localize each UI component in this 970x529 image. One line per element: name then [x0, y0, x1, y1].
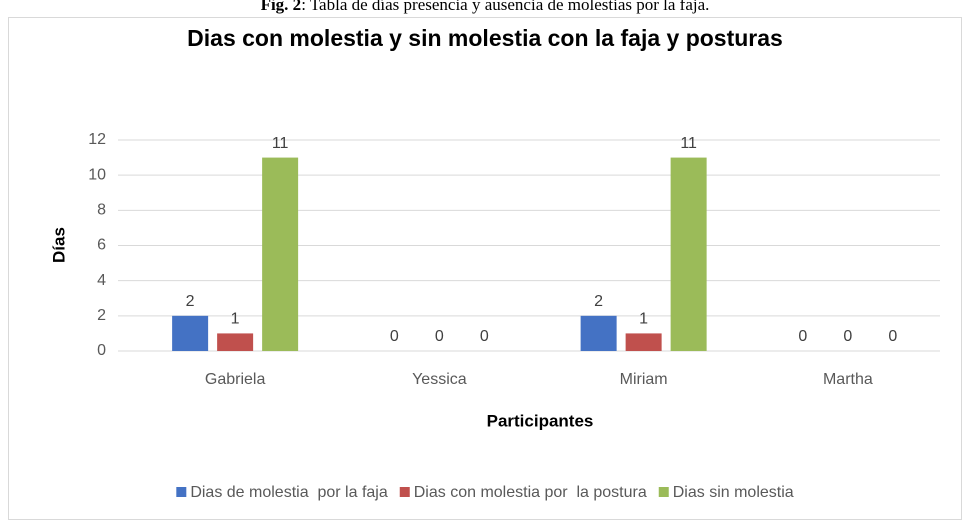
- legend-swatch: [658, 487, 669, 497]
- data-label: 11: [680, 135, 697, 152]
- bar: [172, 315, 209, 351]
- y-tick-label: 12: [88, 131, 106, 148]
- caption-label: Fig. 2: [261, 0, 302, 14]
- x-tick-label: Miriam: [620, 371, 668, 388]
- legend-swatch: [176, 487, 187, 497]
- data-label: 0: [480, 328, 489, 345]
- data-label: 0: [435, 328, 444, 345]
- x-tick-label: Gabriela: [205, 371, 266, 388]
- y-tick-label: 0: [97, 342, 106, 359]
- x-tick-label: Martha: [823, 371, 873, 388]
- bar: [625, 333, 662, 351]
- bar: [262, 157, 299, 351]
- data-label: 11: [272, 135, 289, 152]
- data-label: 0: [390, 328, 399, 345]
- chart-title: Dias con molestia y sin molestia con la …: [187, 25, 783, 51]
- legend-label: Dias sin molestia: [673, 484, 794, 501]
- x-axis-label: Participantes: [487, 411, 594, 430]
- y-tick-label: 6: [97, 237, 106, 254]
- caption: Fig. 2: Tabla de días presencia y ausenc…: [261, 0, 710, 14]
- data-label: 1: [639, 311, 648, 328]
- legend-swatch: [399, 487, 410, 497]
- bar: [580, 315, 617, 351]
- bar: [670, 157, 707, 351]
- data-label: 2: [186, 293, 195, 310]
- caption-text: : Tabla de días presencia y ausencia de …: [301, 0, 709, 14]
- data-label: 2: [594, 293, 603, 310]
- data-label: 1: [231, 311, 240, 328]
- legend-label: Dias de molestia por la faja: [190, 484, 388, 501]
- bar: [217, 333, 254, 351]
- legend-label: Dias con molestia por la postura: [414, 484, 647, 501]
- data-label: 0: [843, 328, 852, 345]
- y-axis-label: Días: [49, 227, 68, 263]
- y-tick-label: 4: [97, 272, 106, 289]
- y-tick-label: 8: [97, 202, 106, 219]
- data-label: 0: [798, 328, 807, 345]
- y-tick-label: 2: [97, 307, 106, 324]
- y-tick-label: 10: [88, 166, 106, 183]
- x-tick-label: Yessica: [412, 371, 467, 388]
- chart-border: [8, 17, 962, 520]
- data-label: 0: [888, 328, 897, 345]
